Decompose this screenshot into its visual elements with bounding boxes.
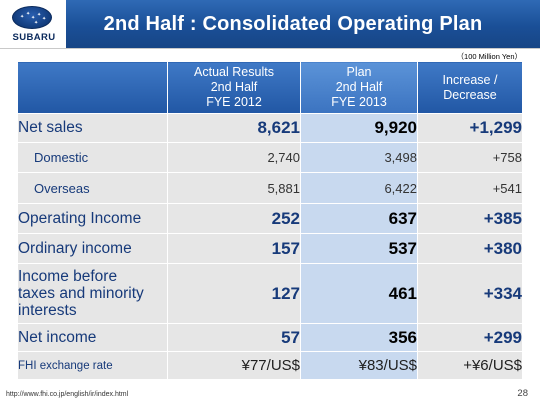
table-row-operating-income: Operating Income 252 637 +385: [17, 203, 523, 234]
unit-note: （100 Million Yen）: [456, 52, 522, 61]
table-row-net-sales: Net sales 8,621 9,920 +1,299: [17, 113, 523, 143]
row-label: Operating Income: [17, 203, 168, 234]
table-header-row: Actual Results 2nd Half FYE 2012 Plan 2n…: [17, 61, 523, 114]
page-number: 28: [517, 388, 528, 399]
plan-value: 537: [300, 233, 418, 264]
logo-wordmark: SUBARU: [12, 32, 56, 43]
table-row-income-before-taxes: Income before taxes and minority interes…: [17, 263, 523, 324]
row-label: Net sales: [17, 113, 168, 143]
actual-value: 252: [167, 203, 301, 234]
subaru-logo: ✦ ✦ ✦ ✦ ✦ ✦ SUBARU: [0, 0, 66, 48]
row-label: Overseas: [17, 172, 168, 204]
actual-value: 8,621: [167, 113, 301, 143]
row-label: Ordinary income: [17, 233, 168, 264]
plan-value: 356: [300, 323, 418, 352]
actual-value: 127: [167, 263, 301, 324]
page-title: 2nd Half : Consolidated Operating Plan: [103, 12, 483, 35]
plan-value: 6,422: [300, 172, 418, 204]
change-value: +385: [417, 203, 523, 234]
header-plan: Plan 2nd Half FYE 2013: [300, 61, 418, 114]
change-value: +380: [417, 233, 523, 264]
table-row-overseas: Overseas 5,881 6,422 +541: [17, 172, 523, 204]
plan-value: 3,498: [300, 142, 418, 173]
actual-value: ¥77/US$: [167, 351, 301, 380]
plan-value: 461: [300, 263, 418, 324]
title-divider: [0, 48, 540, 49]
actual-value: 5,881: [167, 172, 301, 204]
row-label: FHI exchange rate: [17, 351, 168, 380]
plan-value: 637: [300, 203, 418, 234]
title-bar: 2nd Half : Consolidated Operating Plan: [66, 0, 540, 48]
header-increase-decrease: Increase / Decrease: [417, 61, 523, 114]
change-value: +334: [417, 263, 523, 324]
row-label: Income before taxes and minority interes…: [17, 263, 168, 324]
change-value: +758: [417, 142, 523, 173]
change-value: +541: [417, 172, 523, 204]
table-row-net-income: Net income 57 356 +299: [17, 323, 523, 352]
header-actual-results: Actual Results 2nd Half FYE 2012: [167, 61, 301, 114]
change-value: +299: [417, 323, 523, 352]
row-label: Net income: [17, 323, 168, 352]
change-value: +1,299: [417, 113, 523, 143]
footer-url: http://www.fhi.co.jp/english/ir/index.ht…: [6, 391, 129, 398]
table-row-exchange-rate: FHI exchange rate ¥77/US$ ¥83/US$ +¥6/US…: [17, 351, 523, 380]
change-value: +¥6/US$: [417, 351, 523, 380]
row-label: Domestic: [17, 142, 168, 173]
actual-value: 57: [167, 323, 301, 352]
actual-value: 2,740: [167, 142, 301, 173]
plan-value: 9,920: [300, 113, 418, 143]
plan-value: ¥83/US$: [300, 351, 418, 380]
header-blank-cell: [17, 61, 168, 114]
operating-plan-table: Actual Results 2nd Half FYE 2012 Plan 2n…: [17, 61, 523, 380]
actual-value: 157: [167, 233, 301, 264]
pleiades-star-icon: ✦ ✦ ✦ ✦ ✦ ✦: [12, 6, 52, 29]
table-row-domestic: Domestic 2,740 3,498 +758: [17, 142, 523, 173]
table-row-ordinary-income: Ordinary income 157 537 +380: [17, 233, 523, 264]
